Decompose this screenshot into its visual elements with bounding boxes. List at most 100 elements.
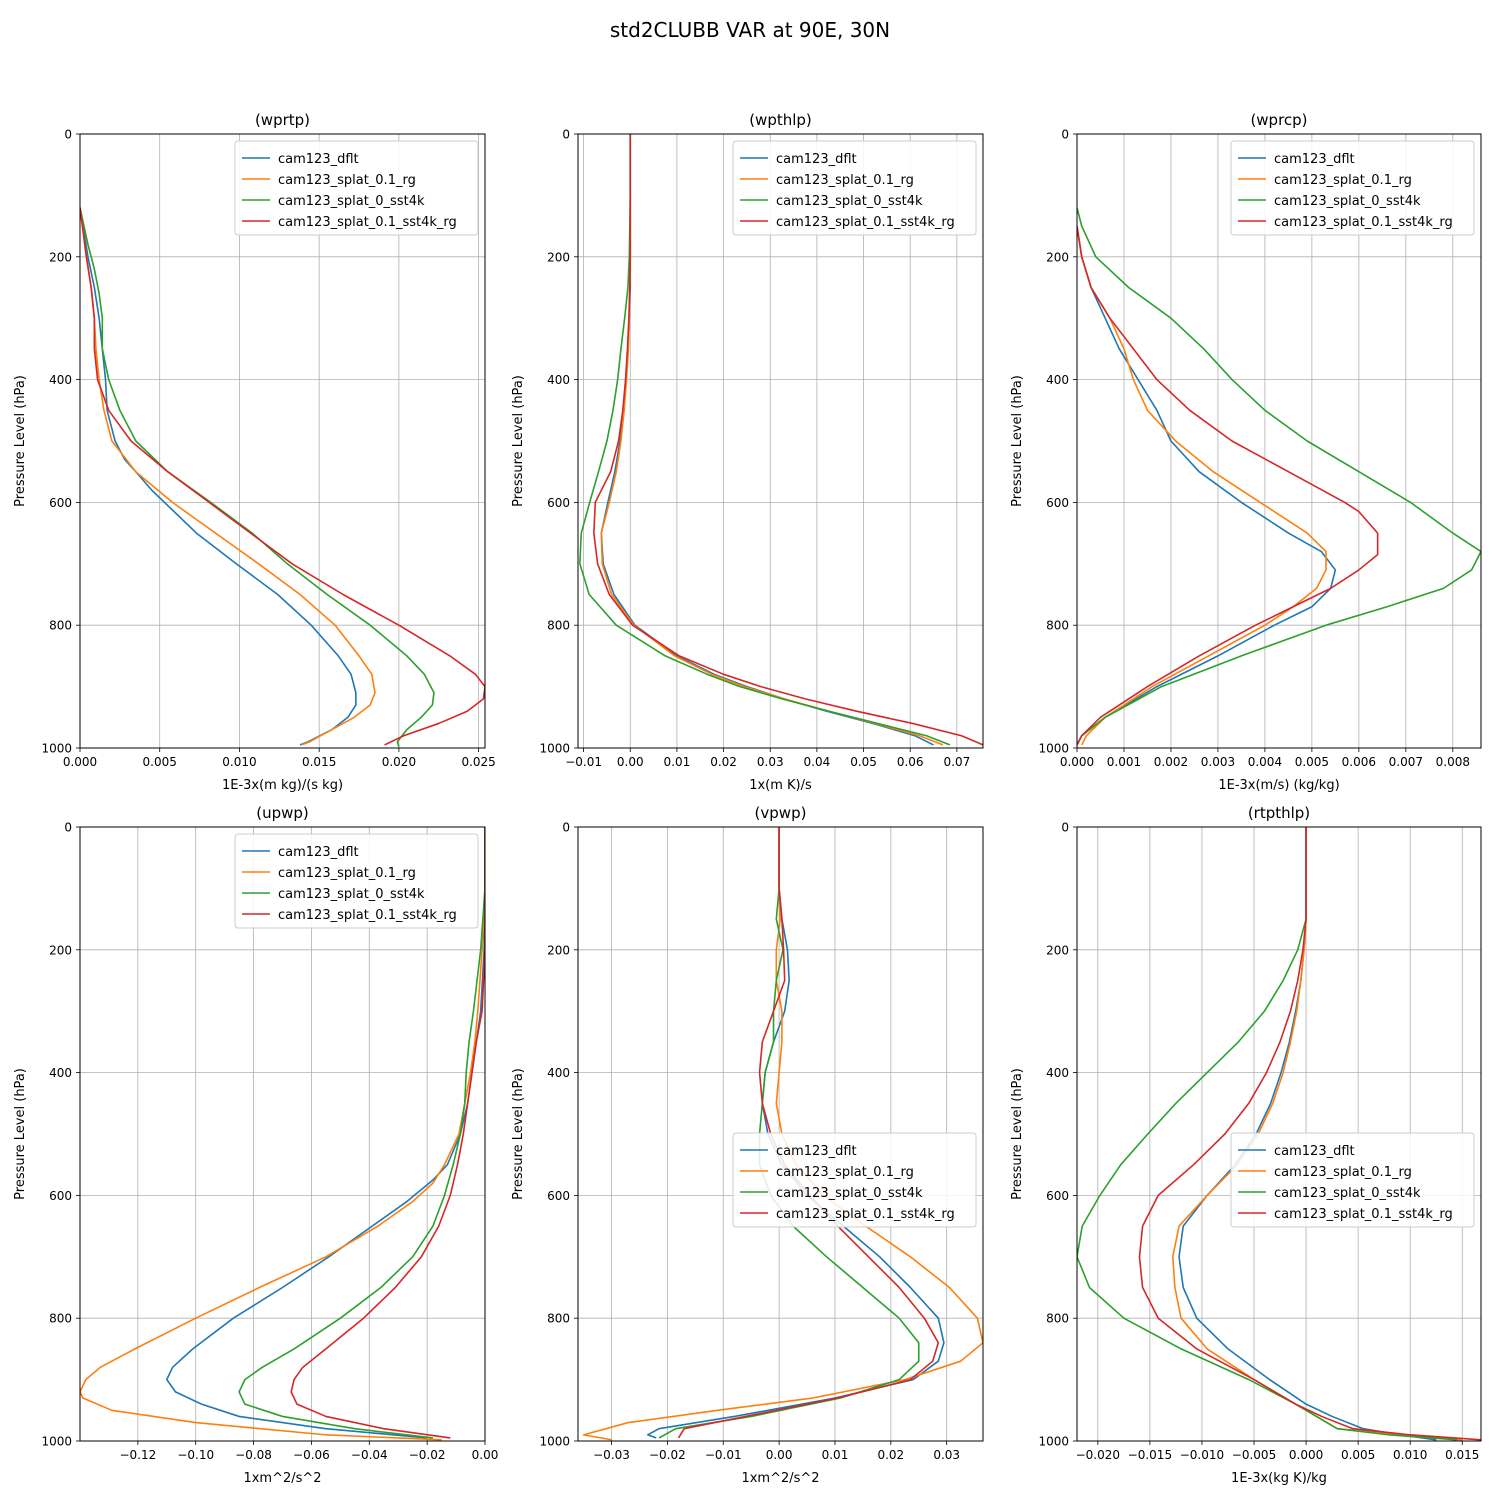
y-tick-label: 600 xyxy=(547,1189,570,1203)
legend-label: cam123_splat_0.1_rg xyxy=(278,866,416,881)
x-tick-label: 0.01 xyxy=(822,1448,849,1462)
y-tick-label: 800 xyxy=(1046,1312,1069,1326)
series-line xyxy=(593,134,983,746)
series-line xyxy=(1077,827,1458,1441)
x-tick-label: 0.02 xyxy=(710,755,737,769)
y-tick-label: 400 xyxy=(1046,373,1069,387)
y-tick-label: 600 xyxy=(1046,496,1069,510)
legend-label: cam123_dflt xyxy=(278,845,359,860)
y-axis-label: Pressure Level (hPa) xyxy=(511,375,526,507)
legend-label: cam123_splat_0.1_rg xyxy=(1274,1165,1412,1180)
x-axis-label: 1xm^2/s^2 xyxy=(243,1471,321,1486)
legend-label: cam123_splat_0.1_sst4k_rg xyxy=(1274,1207,1453,1222)
y-tick-label: 200 xyxy=(1046,250,1069,264)
legend-label: cam123_splat_0_sst4k xyxy=(776,1186,923,1201)
x-tick-label: 0.004 xyxy=(1248,755,1282,769)
y-axis-label: Pressure Level (hPa) xyxy=(13,375,28,507)
y-tick-label: 1000 xyxy=(539,1435,570,1449)
x-tick-label: −0.01 xyxy=(705,1448,742,1462)
y-axis-label: Pressure Level (hPa) xyxy=(511,1068,526,1200)
panel-1: 0.000 0.005 0.010 0.015 0.020 0.025 0 200 400 600… xyxy=(13,111,496,793)
x-axis-label: 1E-3x(m kg)/(s kg) xyxy=(222,778,343,793)
x-tick-label: 0.000 xyxy=(1060,755,1094,769)
legend-box xyxy=(1230,1132,1475,1228)
x-tick-label: −0.01 xyxy=(565,755,602,769)
axes-frame xyxy=(1076,133,1482,749)
x-tick-label: −0.005 xyxy=(1232,1448,1276,1462)
y-tick-label: 1000 xyxy=(41,742,72,756)
y-tick-label: 400 xyxy=(547,1066,570,1080)
x-tick-label: 0.010 xyxy=(222,755,256,769)
x-tick-label: 0.06 xyxy=(897,755,924,769)
legend-label: cam123_splat_0.1_sst4k_rg xyxy=(776,1207,955,1222)
x-tick-label: 0.07 xyxy=(944,755,971,769)
legend-label: cam123_dflt xyxy=(1274,1144,1355,1159)
x-tick-label: 0.005 xyxy=(1295,755,1329,769)
x-tick-label: 0.03 xyxy=(933,1448,960,1462)
x-tick-label: −0.04 xyxy=(351,1448,388,1462)
legend-label: cam123_splat_0.1_rg xyxy=(1274,173,1412,188)
x-axis-label: 1E-3x(kg K)/kg xyxy=(1231,1471,1327,1486)
x-tick-label: 0.001 xyxy=(1107,755,1141,769)
x-tick-label: 0.005 xyxy=(1341,1448,1375,1462)
series-line xyxy=(1077,225,1327,746)
y-tick-label: 0 xyxy=(64,821,72,835)
panel-title: (rtpthlp) xyxy=(1248,804,1310,822)
legend-label: cam123_splat_0.1_sst4k_rg xyxy=(1274,215,1453,230)
y-tick-label: 0 xyxy=(562,128,570,142)
x-tick-label: −0.03 xyxy=(593,1448,630,1462)
x-tick-label: 0.015 xyxy=(1445,1448,1479,1462)
legend-label: cam123_dflt xyxy=(1274,152,1355,167)
y-tick-label: 200 xyxy=(49,943,72,957)
axes-frame xyxy=(577,826,984,1442)
x-tick-label: 0.00 xyxy=(472,1448,499,1462)
y-tick-label: 1000 xyxy=(1038,1435,1069,1449)
series-line xyxy=(80,207,485,746)
panels: 0.000 0.005 0.010 0.015 0.020 0.0250200400600… xyxy=(13,111,1482,1486)
legend-label: cam123_splat_0_sst4k xyxy=(1274,1186,1421,1201)
legend-label: cam123_splat_0.1_rg xyxy=(776,173,914,188)
x-tick-label: 0.00 xyxy=(766,1448,793,1462)
x-tick-label: −0.015 xyxy=(1128,1448,1172,1462)
y-tick-label: 400 xyxy=(49,373,72,387)
legend: cam123_dflt cam123_splat_0.1_rg cam123_spl… xyxy=(234,833,479,929)
x-axis-label: 1x(m K)/s xyxy=(749,778,812,793)
legend-box xyxy=(732,1132,977,1228)
series-line xyxy=(1138,827,1481,1441)
x-tick-label: 0.007 xyxy=(1389,755,1423,769)
panel-5: −0.03 −0.02 −0.01 0.00 0.01 0.02 0.03 0 200 400 60… xyxy=(511,804,984,1486)
x-tick-label: −0.10 xyxy=(177,1448,214,1462)
legend: cam123_dflt cam123_splat_0.1_rg cam123_spl… xyxy=(1230,1132,1475,1228)
y-tick-label: 0 xyxy=(1061,128,1069,142)
x-tick-label: 0.04 xyxy=(804,755,831,769)
y-tick-label: 1000 xyxy=(41,1435,72,1449)
axes-frame xyxy=(79,826,486,1442)
x-tick-label: 0.003 xyxy=(1201,755,1235,769)
y-tick-label: 800 xyxy=(1046,619,1069,633)
y-tick-label: 200 xyxy=(547,943,570,957)
legend-label: cam123_splat_0_sst4k xyxy=(278,194,425,209)
y-tick-label: 600 xyxy=(547,496,570,510)
y-tick-label: 800 xyxy=(49,619,72,633)
y-tick-label: 400 xyxy=(1046,1066,1069,1080)
legend-label: cam123_splat_0.1_sst4k_rg xyxy=(776,215,955,230)
panel-2: −0.01 0.00 0.01 0.02 0.03 0.04 0.05 0.06 0.07 0 20… xyxy=(511,111,984,793)
x-tick-label: −0.08 xyxy=(235,1448,272,1462)
axes-frame xyxy=(577,133,984,749)
legend-label: cam123_dflt xyxy=(776,1144,857,1159)
axes-frame xyxy=(79,133,486,749)
x-axis-label: 1xm^2/s^2 xyxy=(741,1471,819,1486)
y-tick-label: 400 xyxy=(49,1066,72,1080)
legend: cam123_dflt cam123_splat_0.1_rg cam123_spl… xyxy=(1230,140,1475,236)
panel-title: (wprtp) xyxy=(255,111,310,129)
panel-3: 0.000 0.001 0.002 0.003 0.004 0.005 0.006 0.007… xyxy=(1010,111,1482,793)
y-axis-label: Pressure Level (hPa) xyxy=(1010,1068,1025,1200)
x-tick-label: 0.02 xyxy=(877,1448,904,1462)
legend-label: cam123_splat_0_sst4k xyxy=(776,194,923,209)
y-tick-label: 200 xyxy=(547,250,570,264)
series-line xyxy=(80,207,435,748)
x-tick-label: 0.005 xyxy=(143,755,177,769)
x-tick-label: 0.01 xyxy=(664,755,691,769)
